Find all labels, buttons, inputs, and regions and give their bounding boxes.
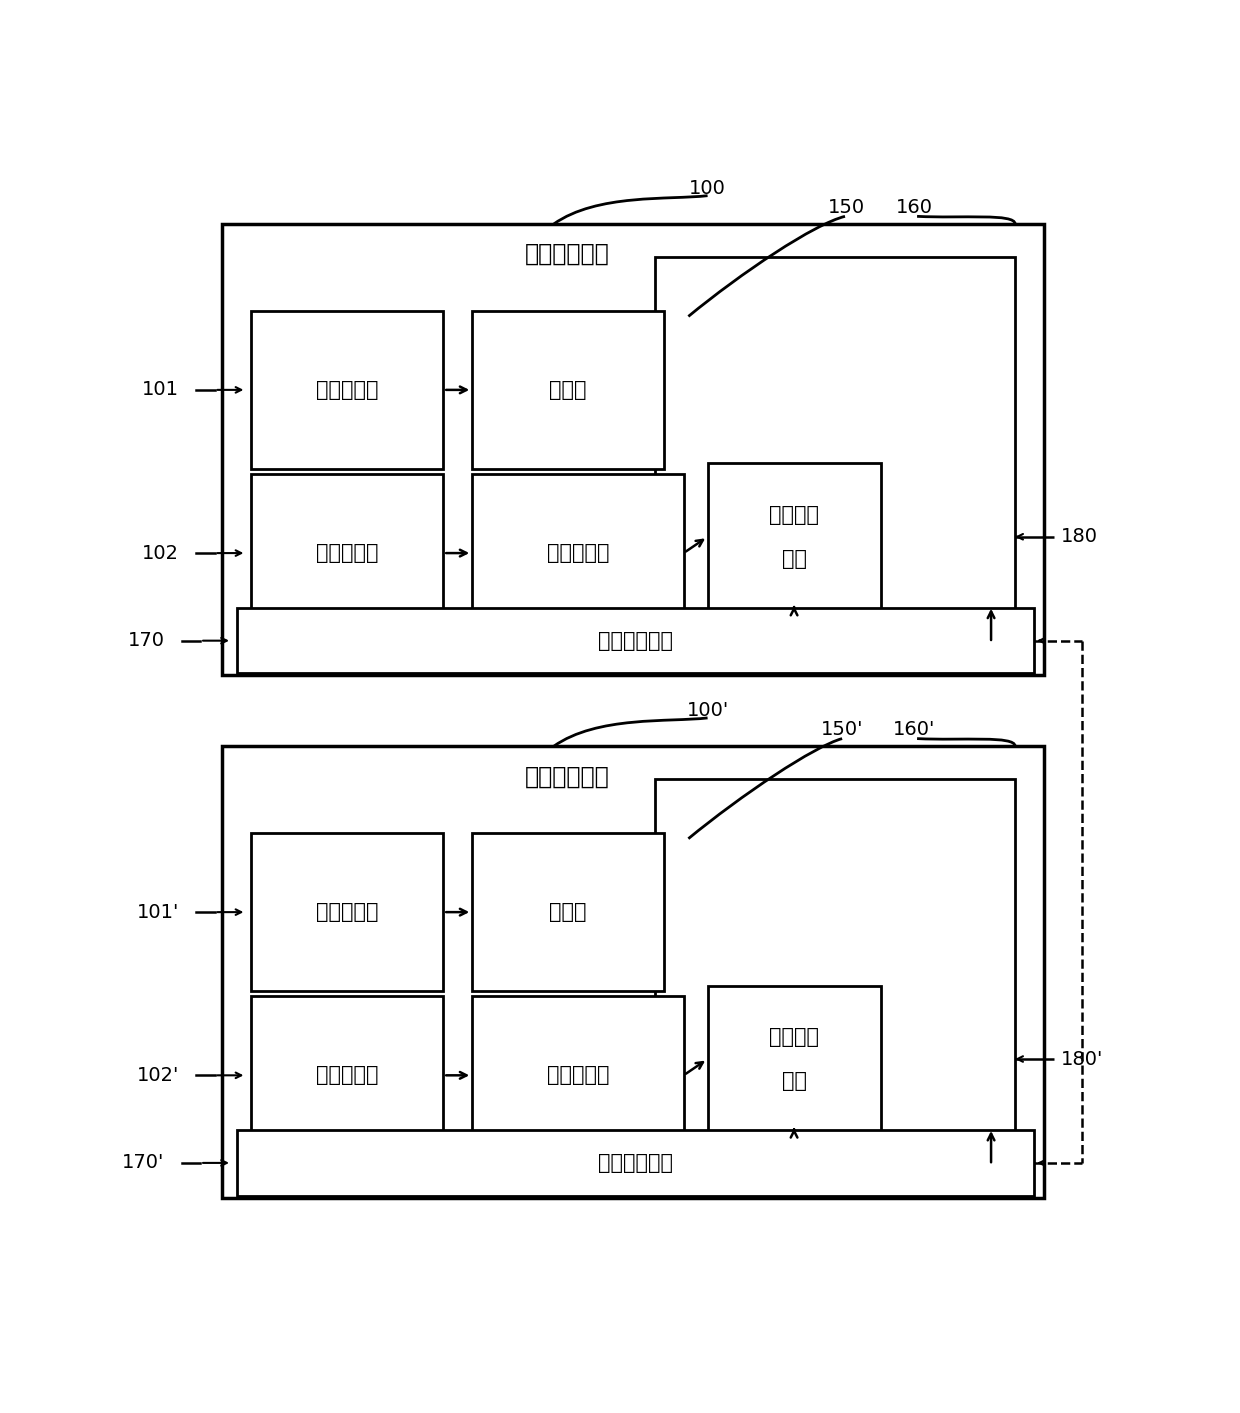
Text: 102: 102 <box>143 544 179 562</box>
Bar <box>222 746 1044 1198</box>
Text: 车辆间通信部: 车辆间通信部 <box>598 1153 673 1173</box>
Text: 检测器: 检测器 <box>549 380 587 400</box>
Bar <box>237 1130 1034 1195</box>
Text: 车辆间通信部: 车辆间通信部 <box>598 630 673 650</box>
Bar <box>655 779 1016 1166</box>
Bar <box>250 834 444 991</box>
Text: 警告确定: 警告确定 <box>769 1027 820 1047</box>
Text: 170': 170' <box>123 1153 165 1173</box>
Text: 前方摄像头: 前方摄像头 <box>316 901 378 923</box>
Text: 150: 150 <box>828 198 866 218</box>
Text: 盲点警告装置: 盲点警告装置 <box>525 242 610 266</box>
Text: 101: 101 <box>143 380 179 400</box>
Bar <box>655 257 1016 643</box>
Text: 150': 150' <box>821 721 863 739</box>
Text: 160: 160 <box>895 198 932 218</box>
Text: 180: 180 <box>1061 527 1099 547</box>
Bar <box>222 225 1044 675</box>
Text: 100': 100' <box>687 701 729 719</box>
Text: 模块: 模块 <box>781 548 806 568</box>
Text: 警告确定: 警告确定 <box>769 504 820 526</box>
Bar <box>708 986 880 1132</box>
Text: 盲点警告装置: 盲点警告装置 <box>525 764 610 788</box>
Text: 盲点监测器: 盲点监测器 <box>547 543 609 564</box>
Bar <box>472 996 683 1154</box>
Bar <box>250 311 444 469</box>
Text: 检测器: 检测器 <box>549 901 587 923</box>
Text: 180': 180' <box>1061 1050 1104 1068</box>
Bar <box>250 475 444 632</box>
Text: 模块: 模块 <box>781 1071 806 1091</box>
Bar <box>708 463 880 610</box>
Text: 后方摄像头: 后方摄像头 <box>316 543 378 564</box>
Bar <box>472 834 665 991</box>
Text: 170: 170 <box>128 632 165 650</box>
Bar <box>472 311 665 469</box>
Bar <box>472 475 683 632</box>
Text: 前方摄像头: 前方摄像头 <box>316 380 378 400</box>
Text: 102': 102' <box>136 1065 179 1085</box>
Text: 160': 160' <box>893 721 935 739</box>
Text: 盲点监测器: 盲点监测器 <box>547 1065 609 1085</box>
Text: 后方摄像头: 后方摄像头 <box>316 1065 378 1085</box>
Bar <box>237 608 1034 674</box>
Bar <box>250 996 444 1154</box>
Text: 100: 100 <box>689 178 725 198</box>
Text: 101': 101' <box>136 903 179 921</box>
